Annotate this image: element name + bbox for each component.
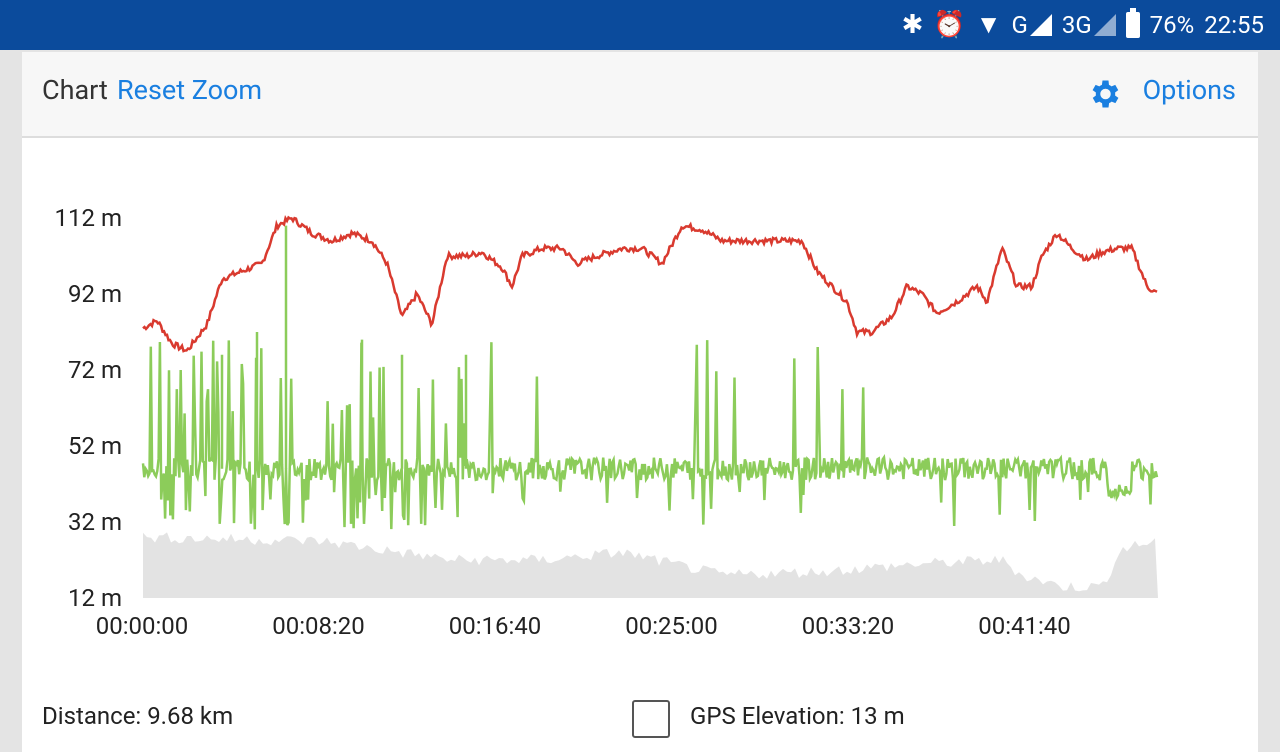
- x-tick-label: 00:08:20: [272, 612, 365, 640]
- signal-icon: [1093, 14, 1116, 36]
- gear-icon[interactable]: [1086, 76, 1122, 112]
- clock: 22:55: [1204, 11, 1264, 39]
- status-icons: ✱ ⏰ ▼ G 3G 76% 22:55: [902, 0, 1264, 50]
- chart-toolbar: Chart Reset Zoom Options: [22, 52, 1258, 138]
- green-series: [141, 225, 1159, 530]
- y-tick-label: 72 m: [68, 356, 122, 384]
- x-tick-label: 00:00:00: [96, 612, 189, 640]
- status-bar: ✱ ⏰ ▼ G 3G 76% 22:55: [0, 0, 1280, 50]
- alarm-icon: ⏰: [933, 10, 966, 40]
- signal-icon: [1029, 14, 1052, 36]
- x-tick-label: 00:33:20: [802, 612, 895, 640]
- grey-area-series: [143, 532, 1158, 598]
- bluetooth-icon: ✱: [901, 10, 924, 40]
- reset-zoom-link[interactable]: Reset Zoom: [117, 74, 263, 106]
- x-tick-label: 00:41:40: [978, 612, 1071, 640]
- red-series: [142, 215, 1158, 353]
- options-button[interactable]: Options: [1142, 74, 1236, 106]
- green-series-line: [141, 340, 1159, 530]
- distance-stat: Distance: 9.68 km: [42, 702, 234, 730]
- y-tick-label: 12 m: [68, 584, 122, 612]
- chart-card: Chart Reset Zoom Options 112 m 92 m 72 m 52…: [22, 52, 1258, 752]
- red-series-line: [142, 215, 1158, 353]
- gps-elevation-checkbox[interactable]: [632, 700, 670, 738]
- battery-level: 76%: [1149, 11, 1195, 39]
- y-tick-label: 52 m: [68, 432, 122, 460]
- network-g: G: [1011, 11, 1052, 39]
- y-tick-label: 32 m: [68, 508, 122, 536]
- axes: 112 m 92 m 72 m 52 m 32 m 12 m00:00:00 00:08:2…: [55, 204, 1071, 640]
- elevation-chart[interactable]: 112 m 92 m 72 m 52 m 32 m 12 m00:00:00 00:08:2…: [22, 52, 1258, 692]
- chart-title: Chart: [42, 74, 108, 106]
- gps-elevation-stat: GPS Elevation: 13 m: [690, 702, 905, 730]
- battery-icon: [1125, 8, 1140, 38]
- wifi-icon: ▼: [975, 10, 1002, 40]
- y-tick-label: 92 m: [68, 280, 122, 308]
- x-tick-label: 00:16:40: [449, 612, 542, 640]
- network-3g: 3G: [1062, 11, 1116, 39]
- area-series: [143, 532, 1158, 598]
- x-tick-label: 00:25:00: [625, 612, 718, 640]
- y-tick-label: 112 m: [55, 204, 122, 232]
